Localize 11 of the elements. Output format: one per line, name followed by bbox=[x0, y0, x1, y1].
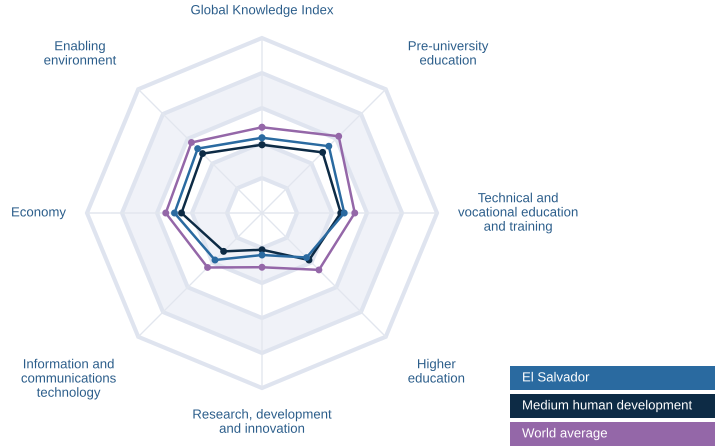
spoke-label: Global Knowledge Index bbox=[191, 4, 334, 17]
text: Medium human development bbox=[523, 400, 692, 412]
text: World average bbox=[522, 428, 607, 440]
spoke-label: Research, development and innovation bbox=[193, 409, 332, 433]
spoke-label: Higher education bbox=[408, 358, 464, 383]
spoke-label: Enabling environment bbox=[44, 40, 116, 65]
spoke-label: Pre-university education bbox=[408, 40, 488, 65]
text: El Salvador bbox=[523, 372, 590, 382]
spoke-label: Information and communications technology bbox=[21, 358, 116, 400]
spoke-label: Technical and vocational education and training bbox=[458, 192, 578, 234]
spoke-label: Economy bbox=[12, 207, 66, 220]
